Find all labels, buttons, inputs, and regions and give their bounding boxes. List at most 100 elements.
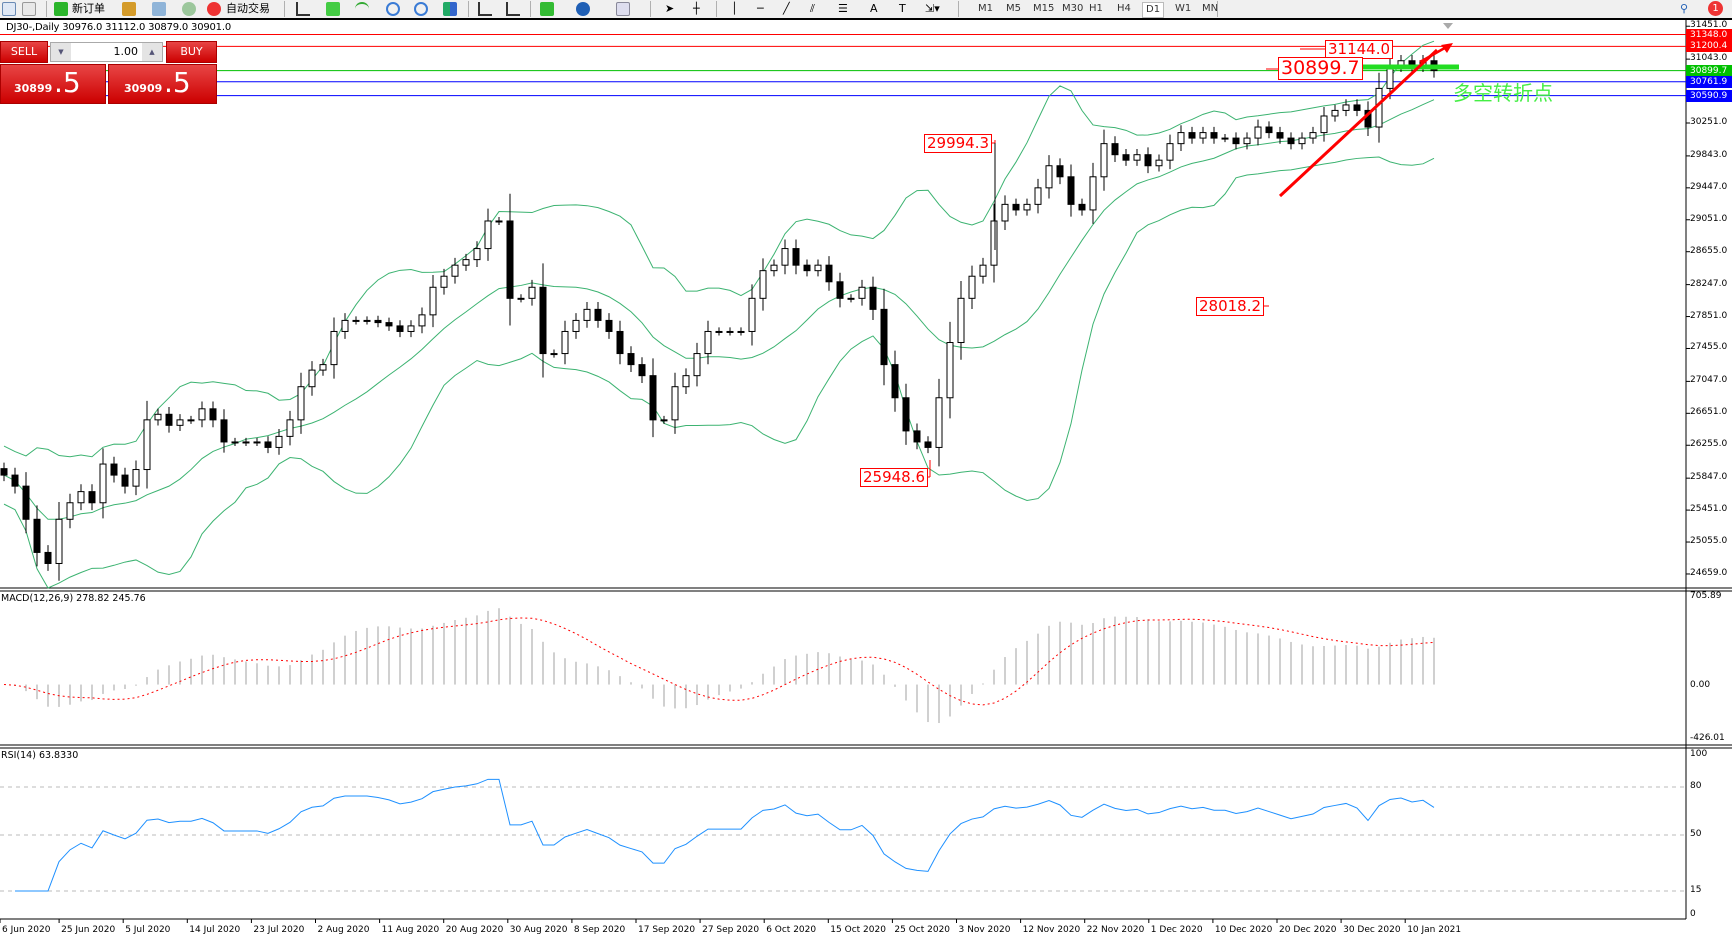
candle: [198, 401, 206, 428]
current-price-label[interactable]: 30899.7: [1278, 57, 1363, 80]
lot-decrease-button[interactable]: ▼: [51, 43, 71, 61]
candle: [1089, 162, 1097, 224]
bar-chart-icon[interactable]: [296, 2, 310, 16]
candle-body: [979, 264, 987, 277]
date-axis-label: 10 Jan 2021: [1407, 925, 1462, 935]
candle-body: [143, 419, 151, 471]
candle: [319, 358, 327, 376]
candle: [792, 239, 800, 275]
timeframe-m15[interactable]: M15: [1033, 3, 1055, 14]
candle-body: [616, 330, 624, 355]
candle: [374, 315, 382, 328]
candle-body: [198, 408, 206, 421]
candle-body: [737, 330, 745, 333]
rsi-label: RSI(14) 63.8330: [1, 750, 79, 761]
buy-price[interactable]: 30909 .5: [108, 64, 217, 104]
lot-increase-button[interactable]: ▲: [142, 43, 162, 61]
zoom-window-icon[interactable]: [22, 2, 36, 16]
date-axis-label: 3 Nov 2020: [958, 925, 1011, 935]
indicators-icon[interactable]: [540, 2, 554, 16]
new-order-button[interactable]: 新订单: [72, 2, 105, 15]
auto-trading-button[interactable]: 自动交易: [226, 2, 270, 15]
timeframe-h1[interactable]: H1: [1089, 3, 1103, 14]
date-axis-label: 25 Jun 2020: [61, 925, 116, 935]
candle: [11, 467, 19, 494]
buy-button[interactable]: BUY: [166, 41, 217, 63]
timeframe-mn[interactable]: MN: [1202, 3, 1219, 14]
timeframe-w1[interactable]: W1: [1175, 3, 1192, 14]
candle: [572, 313, 580, 339]
auto-trading-icon[interactable]: [207, 2, 221, 16]
notification-badge[interactable]: 1: [1708, 1, 1723, 16]
equidistant-channel-icon[interactable]: ⫽: [810, 2, 815, 15]
price-axis-label: 29843.0: [1690, 149, 1728, 160]
timeframe-h4[interactable]: H4: [1117, 3, 1131, 14]
chart-shift-icon[interactable]: [506, 2, 520, 16]
crosshair-icon[interactable]: ┼: [693, 2, 700, 15]
low-price-label[interactable]: 25948.6: [860, 468, 929, 487]
fibonacci-icon[interactable]: ☰: [838, 2, 848, 15]
zoom-out-icon[interactable]: [414, 2, 428, 16]
candle: [429, 274, 437, 328]
candle: [847, 294, 855, 303]
candle-body: [462, 259, 470, 266]
arrows-icon[interactable]: ⇲▾: [925, 2, 940, 15]
candle-body: [1078, 203, 1086, 211]
candle-body: [319, 364, 327, 371]
candle: [1056, 158, 1064, 185]
tile-windows-icon[interactable]: [443, 2, 457, 16]
candle-body: [605, 319, 613, 332]
candle-body: [0, 468, 8, 476]
templates-icon[interactable]: [616, 2, 630, 16]
search-icon[interactable]: ⚲: [1680, 2, 1689, 15]
candle-body: [407, 325, 415, 332]
candle: [737, 327, 745, 336]
new-order-icon[interactable]: [54, 2, 68, 16]
candle: [748, 284, 756, 346]
candle: [495, 216, 503, 226]
text-label-icon[interactable]: T: [899, 2, 906, 15]
line-chart-icon[interactable]: [355, 2, 369, 16]
radio-icon[interactable]: [182, 2, 196, 16]
lot-size-field[interactable]: ▼ 1.00 ▲: [50, 42, 163, 62]
history-icon[interactable]: [122, 2, 136, 16]
mid-price-label[interactable]: 28018.2: [1196, 297, 1265, 316]
candle: [770, 259, 778, 277]
candle-body: [176, 419, 184, 426]
candle: [1199, 126, 1207, 144]
sell-price[interactable]: 30899 .5: [0, 64, 106, 104]
text-icon[interactable]: A: [870, 2, 878, 15]
timeframe-m1[interactable]: M1: [978, 3, 993, 14]
auto-scroll-icon[interactable]: [478, 2, 492, 16]
candle-body: [363, 319, 371, 322]
vertical-line-icon[interactable]: │: [731, 2, 738, 15]
candle-body: [1122, 154, 1130, 161]
candle: [297, 372, 305, 434]
timeframe-m5[interactable]: M5: [1006, 3, 1021, 14]
buy-price-fraction: .5: [164, 66, 191, 99]
sell-button[interactable]: SELL: [0, 41, 48, 63]
timeframe-m30[interactable]: M30: [1062, 3, 1084, 14]
november-price-label[interactable]: 29994.3: [924, 134, 993, 153]
periods-icon[interactable]: [576, 2, 590, 16]
candle-body: [638, 364, 646, 377]
lot-value[interactable]: 1.00: [113, 45, 139, 58]
zoom-in-icon[interactable]: [386, 2, 400, 16]
new-document-icon[interactable]: [2, 2, 16, 16]
pivot-point-text[interactable]: 多空转折点: [1453, 81, 1553, 105]
candlestick-icon[interactable]: [326, 2, 340, 16]
candle-body: [1177, 132, 1185, 145]
candle-body: [1298, 137, 1306, 145]
candle-body: [1144, 154, 1152, 167]
candle: [1100, 129, 1108, 191]
candle: [506, 193, 514, 326]
candle: [1155, 154, 1163, 172]
cursor-icon[interactable]: ➤: [665, 2, 675, 15]
candle: [1265, 121, 1273, 139]
signals-icon[interactable]: [152, 2, 166, 16]
horizontal-line-icon[interactable]: ─: [757, 2, 764, 15]
trendline-icon[interactable]: ╱: [783, 2, 790, 15]
candle: [1144, 147, 1152, 174]
timeframe-d1[interactable]: D1: [1142, 2, 1165, 18]
